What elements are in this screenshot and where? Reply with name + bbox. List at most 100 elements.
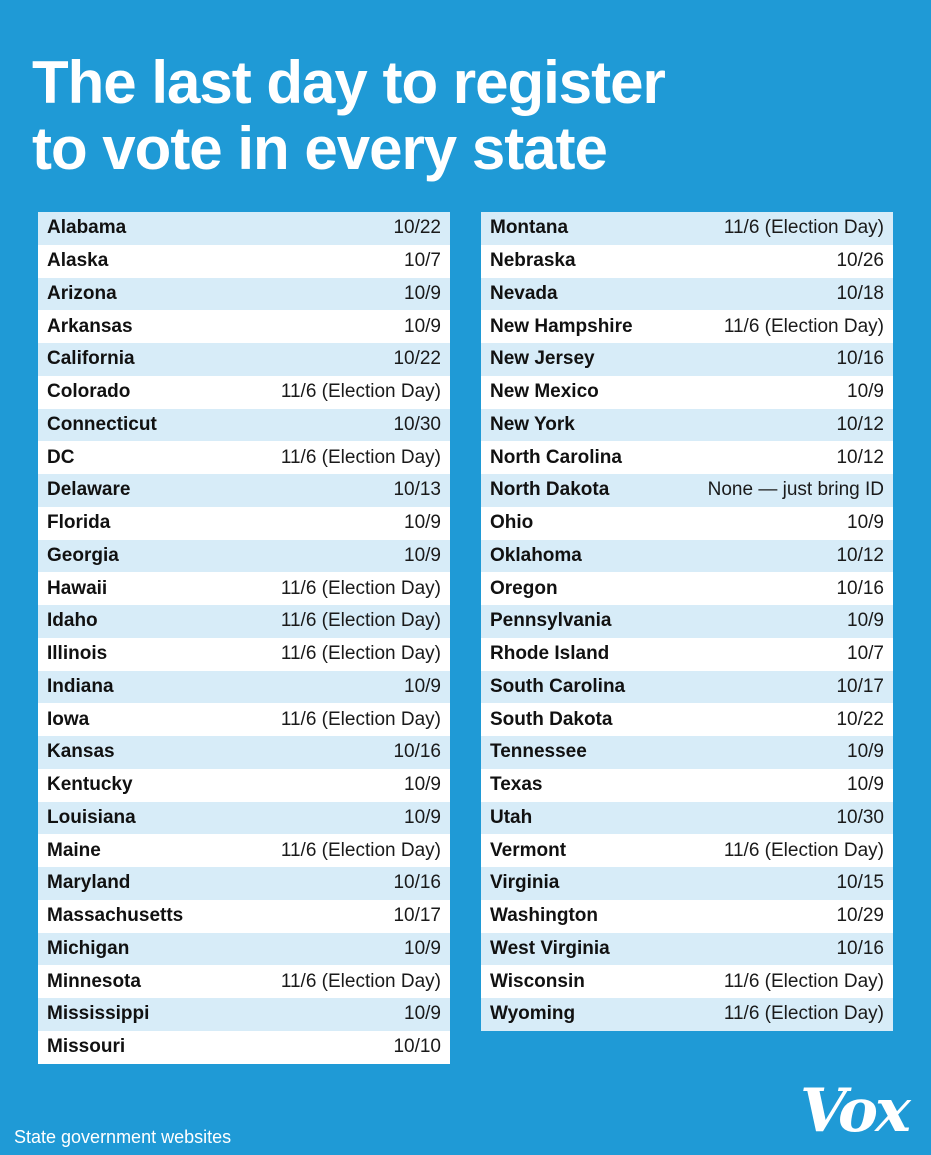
right-state-table: Montana 11/6 (Election Day) Nebraska 10/26 N… [481,212,893,1031]
table-row: Maine 11/6 (Election Day) [38,834,450,867]
title-line-1: The last day to register [32,49,666,116]
table-row: Nebraska 10/26 [481,244,893,278]
table-row: Alaska 10/7 [38,244,450,278]
table-row: Connecticut 10/30 [38,408,450,442]
state-name: Rhode Island [490,643,610,665]
table-row: Michigan 10/9 [38,932,450,966]
state-name: Virginia [490,872,560,894]
registration-deadline: 10/30 [836,806,884,828]
registration-deadline: 10/9 [404,282,441,304]
table-row: Alabama 10/22 [38,212,450,245]
state-name: Oklahoma [490,544,582,566]
registration-deadline: 10/16 [836,937,884,959]
state-name: Mississippi [47,1003,150,1025]
registration-deadline: 10/30 [393,413,441,435]
table-row: Arkansas 10/9 [38,310,450,343]
table-row: New Mexico 10/9 [481,375,893,409]
registration-deadline: 10/16 [393,741,441,763]
registration-deadline: 10/9 [404,774,441,796]
registration-deadline: 10/26 [836,250,884,272]
registration-deadline: 10/9 [404,512,441,534]
table-row: Massachusetts 10/17 [38,899,450,933]
registration-deadline: 10/9 [404,806,441,828]
registration-deadline: 10/9 [847,610,884,632]
table-row: South Dakota 10/22 [481,703,893,736]
state-name: Tennessee [490,741,587,763]
state-name: Delaware [47,479,131,501]
state-name: New Mexico [490,381,599,403]
state-name: Nebraska [490,250,576,272]
state-name: Hawaii [47,577,108,599]
registration-deadline: 10/9 [404,544,441,566]
table-row: Oregon 10/16 [481,572,893,605]
registration-deadline: 11/6 (Election Day) [280,643,441,665]
table-row: New Hampshire 11/6 (Election Day) [481,310,893,343]
registration-deadline: 11/6 (Election Day) [280,610,441,632]
registration-deadline: 10/10 [393,1036,441,1058]
registration-deadline: 10/7 [404,250,441,272]
state-name: New Hampshire [490,315,633,337]
table-row: Wyoming 11/6 (Election Day) [481,998,893,1031]
registration-deadline: 10/16 [836,577,884,599]
registration-deadline: 11/6 (Election Day) [723,970,884,992]
registration-deadline: 11/6 (Election Day) [280,577,441,599]
page-title: The last day to register to vote in ever… [32,50,792,182]
table-row: Kansas 10/16 [38,736,450,769]
table-row: Virginia 10/15 [481,867,893,900]
registration-deadline: 10/18 [836,282,884,304]
registration-deadline: 10/22 [393,348,441,370]
state-name: Arkansas [47,315,133,337]
registration-deadline: 10/9 [847,774,884,796]
table-row: Florida 10/9 [38,506,450,540]
registration-deadline: 10/17 [393,905,441,927]
table-row: Texas 10/9 [481,768,893,802]
table-row: Utah 10/30 [481,801,893,835]
table-row: South Carolina 10/17 [481,670,893,704]
state-name: Wyoming [490,1003,576,1025]
registration-deadline: 10/9 [404,937,441,959]
table-row: Oklahoma 10/12 [481,539,893,573]
state-name: Iowa [47,708,90,730]
table-row: Rhode Island 10/7 [481,637,893,671]
state-name: Pennsylvania [490,610,612,632]
state-name: Colorado [47,381,131,403]
state-name: Louisiana [47,806,136,828]
state-name: West Virginia [490,937,610,959]
registration-deadline: 10/16 [836,348,884,370]
registration-deadline: 11/6 (Election Day) [280,381,441,403]
state-name: Oregon [490,577,558,599]
state-name: Illinois [47,643,108,665]
state-name: Kentucky [47,774,133,796]
state-name: Alaska [47,250,109,272]
state-name: Massachusetts [47,905,184,927]
registration-deadline: 10/9 [404,315,441,337]
state-name: Texas [490,774,543,796]
table-row: DC 11/6 (Election Day) [38,441,450,474]
state-name: Arizona [47,282,117,304]
registration-deadline: 10/9 [847,741,884,763]
state-name: Minnesota [47,970,141,992]
source-credit: State government websites [14,1127,232,1147]
state-name: Connecticut [47,413,157,435]
registration-deadline: 11/6 (Election Day) [280,839,441,861]
table-row: North Carolina 10/12 [481,441,893,474]
table-row: Mississippi 10/9 [38,998,450,1031]
table-row: Idaho 11/6 (Election Day) [38,605,450,638]
state-name: Alabama [47,217,127,239]
state-name: North Carolina [490,446,622,468]
table-row: Colorado 11/6 (Election Day) [38,375,450,409]
registration-deadline: 11/6 (Election Day) [723,315,884,337]
state-name: Nevada [490,282,558,304]
registration-deadline: 10/22 [836,708,884,730]
state-name: Maryland [47,872,131,894]
table-row: Louisiana 10/9 [38,801,450,835]
table-row: Maryland 10/16 [38,867,450,900]
table-row: Illinois 11/6 (Election Day) [38,637,450,671]
table-row: New Jersey 10/16 [481,343,893,376]
table-row: Montana 11/6 (Election Day) [481,212,893,245]
table-row: California 10/22 [38,343,450,376]
table-row: Georgia 10/9 [38,539,450,573]
title-line-2: to vote in every state [32,115,608,182]
table-row: Delaware 10/13 [38,474,450,507]
state-name: South Carolina [490,675,626,697]
